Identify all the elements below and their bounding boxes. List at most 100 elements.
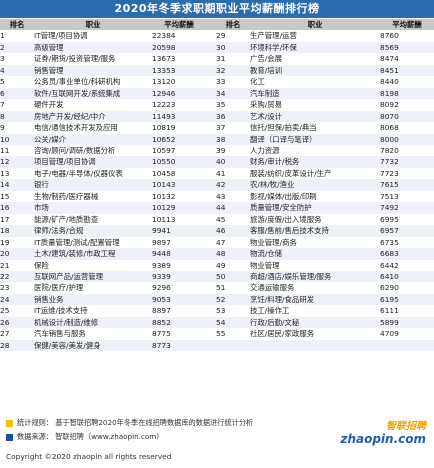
job-cell: 销售业务 [34,293,152,306]
salary-cell: 4709 [380,329,399,339]
job-cell: 物流/仓储 [250,248,380,260]
zhaopin-logo: 智联招聘 zhaopin.com [340,417,426,446]
divider-cell [206,30,216,41]
rank-cell: 5 [0,77,5,87]
header-job: 职业 [250,19,380,31]
salary-cell: 10597 [152,145,176,155]
rank-cell: 15 [0,191,10,201]
table-row: 17 能源/矿产/地质勘查 10113 45 旅游/度假/出入境服务 6995 [0,214,434,225]
table-row: 6 软件/互联网开发/系统集成 12946 34 汽车制造 8198 [0,87,434,100]
rank-cell: 44 [216,202,250,214]
job-cell: 电信/通信技术开发及应用 [34,123,118,133]
footer: 统计规则： 基于智联招聘2020年冬季在线招聘数据库的数据进行统计分析 数据来源… [0,413,434,468]
divider-cell [206,260,216,271]
divider-cell [206,156,216,168]
rank-cell: 33 [216,77,226,87]
salary-cell: 8092 [380,100,399,110]
rank-cell: 32 [216,64,250,77]
salary-cell: 6111 [380,306,399,316]
table-row: 16 市场 10129 44 质量管理/安全防护 7492 [0,202,434,214]
job-cell: 保险 [34,260,49,270]
empty-cell [380,339,434,352]
job-cell: 化工 [250,77,265,87]
salary-cell: 12946 [152,87,206,100]
rank-cell: 24 [0,293,34,306]
header-rank: 排名 [216,19,250,31]
salary-cell: 9339 [152,270,206,283]
salary-cell: 12223 [152,100,176,110]
rank-cell: 50 [216,270,250,283]
job-cell: 物业管理 [250,260,280,270]
job-cell: 财务/审计/税务 [250,156,380,168]
job-cell: 公关/媒介 [34,133,152,145]
header-salary: 平均薪酬 [152,19,206,31]
rank-cell: 34 [216,87,250,100]
table-row: 28 保健/美容/美发/健身 8773 [0,339,434,352]
header-rank: 排名 [0,19,34,31]
job-cell: 销售管理 [34,64,152,77]
salary-cell: 8760 [380,31,399,41]
divider-cell [206,293,216,306]
job-cell: 翻译（口译与笔译） [250,133,380,145]
rank-cell: 51 [216,283,226,293]
rank-cell: 52 [216,293,250,306]
job-cell: 生产管理/运营 [250,31,297,41]
rank-cell: 22 [0,270,34,283]
job-cell: 商超/酒店/娱乐管理/服务 [250,270,380,283]
table-row: 3 证券/期货/投资管理/服务 13673 31 广告/会展 8474 [0,53,434,64]
copyright-text: Copyright ©2020 zhaopin all rights reser… [6,452,172,461]
divider-cell [206,202,216,214]
rank-cell: 42 [216,179,250,191]
divider-cell [206,168,216,179]
job-cell: 社区/居民/家政服务 [250,329,315,339]
header-divider [206,19,216,31]
rank-cell: 2 [0,41,34,54]
salary-cell: 6195 [380,293,434,306]
rank-cell: 31 [216,54,226,64]
rank-cell: 37 [216,123,226,133]
salary-cell: 8474 [380,54,399,64]
salary-cell: 9448 [152,248,206,260]
divider-cell [206,53,216,64]
rank-cell: 9 [0,123,5,133]
divider-cell [206,282,216,293]
rank-cell: 47 [216,237,226,247]
job-cell: 软件/互联网开发/系统集成 [34,87,152,100]
salary-cell: 6995 [380,214,399,224]
ranking-table: 排名 职业 平均薪酬 排名 职业 平均薪酬 1 IT管理/项目协调 22384 29 生… [0,19,434,352]
job-cell: 烹饪/料理/食品研发 [250,293,380,306]
rank-cell: 54 [216,316,250,329]
rank-cell: 28 [0,339,34,352]
job-cell: 能源/矿产/地质勘查 [34,214,99,224]
job-cell: 保健/美容/美发/健身 [34,339,152,352]
salary-cell: 9897 [152,237,171,247]
logo-cn: 智联招聘 [386,421,426,432]
salary-cell: 7732 [380,156,434,168]
rank-cell: 43 [216,191,226,201]
job-cell: 汽车制造 [250,87,380,100]
job-cell: 教育/培训 [250,64,380,77]
salary-cell: 10143 [152,179,206,191]
divider-cell [206,122,216,133]
job-cell: 机械设计/制造/维修 [34,316,152,329]
salary-cell: 10458 [152,168,176,178]
empty-cell [250,339,380,352]
blue-square-icon [6,433,13,441]
job-cell: IT运维/技术支持 [34,306,88,316]
rank-cell: 4 [0,64,34,77]
job-cell: 互联网产品/运营管理 [34,270,152,283]
rank-cell: 46 [216,225,250,237]
table-row: 18 律师/法务/合规 9941 46 客服/售前/售后技术支持 6957 [0,225,434,237]
rank-cell: 1 [0,31,5,41]
salary-cell: 8773 [152,339,206,352]
salary-cell: 13120 [152,77,176,87]
divider-cell [206,248,216,260]
data-source-text: 数据来源： 智联招聘（www.zhaopin.com） [17,432,164,441]
rank-cell: 19 [0,237,10,247]
job-cell: 汽车销售与服务 [34,329,86,339]
salary-cell: 6410 [380,270,434,283]
rank-cell: 21 [0,260,10,270]
salary-cell: 8569 [380,41,434,54]
rank-cell: 13 [0,168,10,178]
salary-cell: 9296 [152,283,171,293]
